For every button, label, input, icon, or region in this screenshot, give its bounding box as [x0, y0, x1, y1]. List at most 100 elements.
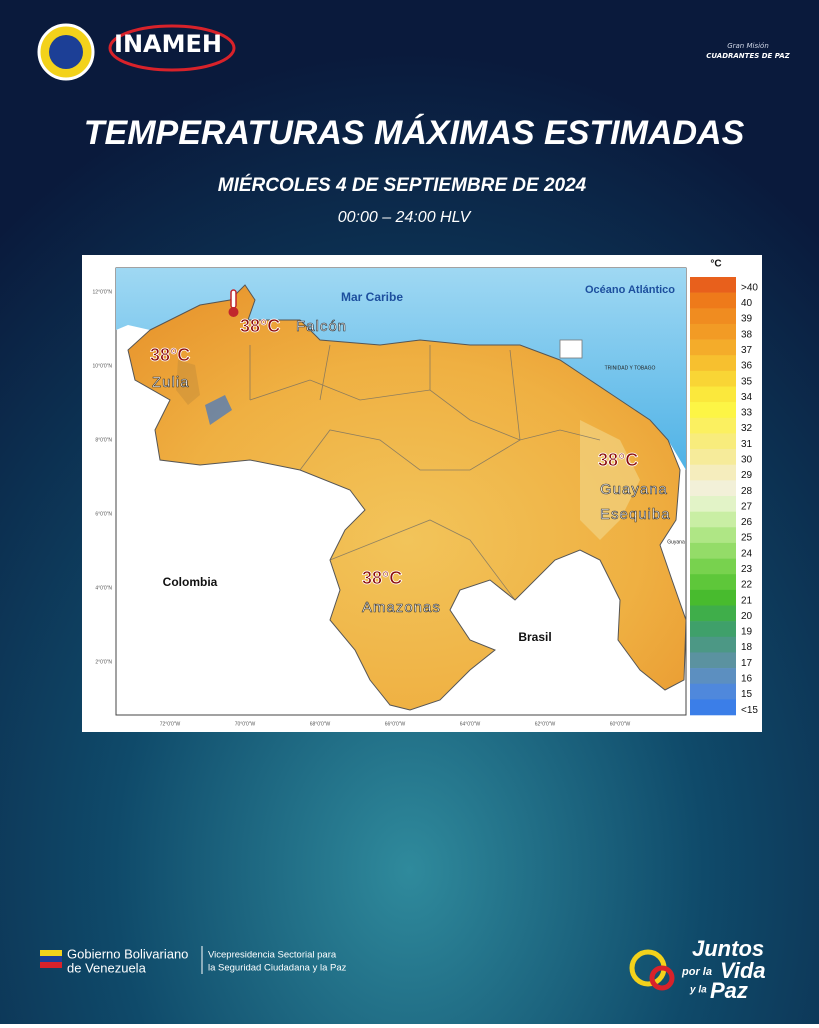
legend-swatch: [690, 683, 736, 700]
longitude-label: 66°0'0"W: [385, 721, 406, 727]
latitude-label: 2°0'0"N: [95, 659, 112, 665]
trinidad: [559, 339, 583, 359]
flag-stripe: [40, 956, 62, 962]
legend-label: 21: [741, 595, 753, 606]
legend-label: 38: [741, 329, 753, 340]
thermometer-icon: [230, 289, 237, 309]
legend-label: 34: [741, 392, 753, 403]
legend-swatch: [690, 511, 736, 528]
place-label: TRINIDAD Y TOBAGO: [605, 365, 656, 371]
title: TEMPERATURAS MÁXIMAS ESTIMADAS: [84, 114, 745, 152]
legend-swatch: [690, 589, 736, 606]
place-label: Mar Caribe: [341, 290, 403, 304]
region-label: Guayana: [600, 481, 668, 498]
legend-swatch: [690, 355, 736, 372]
legend-label: 28: [741, 486, 753, 497]
time-range: 00:00 – 24:00 HLV: [338, 209, 472, 226]
legend-label: 20: [741, 611, 753, 622]
slogan-icon: [649, 965, 675, 991]
latitude-label: 8°0'0"N: [95, 437, 112, 443]
region-label: Amazonas: [362, 599, 441, 616]
place-label: Colombia: [163, 575, 218, 589]
longitude-label: 60°0'0"W: [610, 721, 631, 727]
legend-swatch: [690, 339, 736, 356]
andes-cool-area: [205, 395, 232, 425]
legend-swatch: [690, 433, 736, 450]
legend-swatch: [690, 527, 736, 544]
gov-logo-line: Gobierno Bolivariano: [67, 946, 188, 961]
region-label: Zulia: [152, 374, 190, 391]
longitude-label: 62°0'0"W: [535, 721, 556, 727]
legend-label: 30: [741, 455, 753, 466]
legend-label: 23: [741, 564, 753, 575]
latitude-label: 4°0'0"N: [95, 585, 112, 591]
legend-label: 18: [741, 642, 753, 653]
slogan-word: Vida: [720, 958, 766, 983]
latitude-label: 6°0'0"N: [95, 511, 112, 517]
temperature-callout: 38°C: [598, 450, 638, 470]
state-borders: [249, 344, 601, 601]
footer: Gobierno Bolivariano de Venezuela Vicepr…: [40, 936, 766, 1003]
flag-stripe: [40, 950, 62, 956]
temperature-callout: 38°C: [362, 568, 402, 588]
lake-maracaibo: [176, 360, 200, 405]
legend-label: 16: [741, 674, 753, 685]
legend-label: 24: [741, 548, 753, 559]
longitude-label: 70°0'0"W: [235, 721, 256, 727]
legend-label: 37: [741, 345, 753, 356]
longitude-label: 68°0'0"W: [310, 721, 331, 727]
legend-label: 19: [741, 627, 753, 638]
legend-swatch: [690, 370, 736, 387]
legend-label: 36: [741, 361, 753, 372]
legend-label: 35: [741, 376, 753, 387]
legend-label: 26: [741, 517, 753, 528]
thermometer-bulb: [228, 307, 239, 317]
org-logo: INAMEH: [114, 30, 222, 58]
legend-label: <15: [741, 705, 758, 716]
esequiba-area: [580, 420, 640, 540]
logo-ring: [108, 24, 236, 72]
legend-swatch: [690, 277, 736, 293]
legend-swatch: [690, 386, 736, 403]
legend-label: 39: [741, 314, 753, 325]
region-label: Falcón: [296, 318, 347, 335]
date: MIÉRCOLES 4 DE SEPTIEMBRE DE 2024: [218, 174, 587, 196]
venezuela-land: [127, 284, 687, 711]
legend-label: 33: [741, 408, 753, 419]
longitude-label: 64°0'0"W: [460, 721, 481, 727]
slogan-word: por la: [681, 966, 712, 978]
legend-swatch: [690, 699, 736, 716]
latitude-label: 12°0'0"N: [93, 289, 113, 295]
legend-label: 17: [741, 658, 753, 669]
map: °C >40 40 39 38 37 36 35 34 33 32 31 30 29 28 27 26 25 24 2…: [82, 255, 762, 732]
legend-swatch: [690, 668, 736, 685]
legend-swatch: [690, 449, 736, 466]
temperature-callout: 38°C: [150, 345, 190, 365]
temperature-callout: 38°C: [240, 316, 280, 336]
legend-swatch: [690, 480, 736, 497]
emblem-inner: [49, 35, 83, 69]
legend-swatch: [690, 402, 736, 419]
slogan-word: Juntos: [692, 936, 764, 961]
legend-label: 31: [741, 439, 753, 450]
legend-swatch: [690, 323, 736, 340]
vp-logo-line: la Seguridad Ciudadana y la Paz: [208, 963, 347, 974]
legend-label: 25: [741, 533, 753, 544]
legend-swatch: [690, 636, 736, 653]
longitude-label: 72°0'0"W: [160, 721, 181, 727]
legend-label: 32: [741, 423, 753, 434]
gov-logo-line: de Venezuela: [67, 960, 147, 975]
place-label: Océano Atlántico: [585, 284, 675, 296]
legend-swatch: [690, 292, 736, 309]
legend-swatch: [690, 464, 736, 481]
place-label: Brasil: [518, 630, 551, 644]
header: INAMEH Gran Misión CUADRANTES DE PAZ: [37, 23, 791, 81]
legend-label: >40: [741, 282, 758, 293]
legend-swatch: [690, 605, 736, 622]
legend-label: 40: [741, 298, 753, 309]
place-label: Guyana: [667, 539, 685, 545]
slogan-word: Paz: [710, 978, 748, 1003]
partner-logo-line: Gran Misión: [727, 42, 769, 50]
legend-swatch: [690, 496, 736, 512]
